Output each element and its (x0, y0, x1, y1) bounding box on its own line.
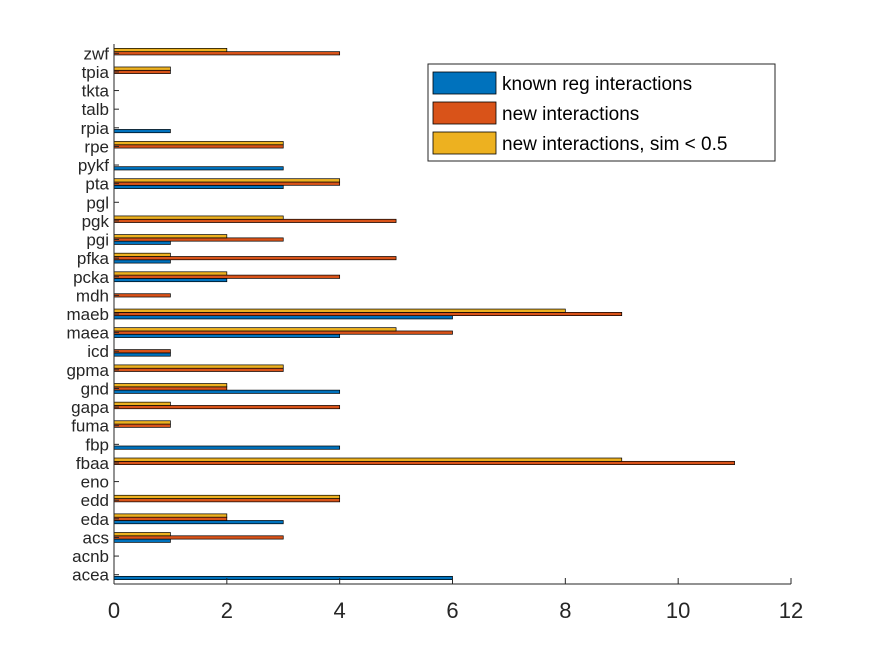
legend-label-1: known reg interactions (502, 74, 692, 95)
y-tick-label-gnd: gnd (81, 379, 109, 398)
bar-pcka-series-1 (113, 278, 228, 283)
bar-rpe-series-3 (113, 141, 284, 146)
bar-maeb-series-1 (113, 315, 453, 320)
bar-fuma-series-3 (113, 420, 171, 425)
y-tick-label-gpma: gpma (66, 361, 109, 380)
y-tick-label-pykf: pykf (78, 156, 109, 175)
legend-swatch-1 (432, 71, 497, 95)
y-tick-label-maeb: maeb (66, 305, 109, 324)
bar-maeb-series-3 (113, 308, 566, 313)
y-tick-label-pcka: pcka (73, 268, 109, 287)
y-tick-label-tpia: tpia (82, 63, 110, 82)
bar-pta-series-1 (113, 184, 284, 189)
y-tick-label-mdh: mdh (76, 286, 109, 305)
x-tick-label-0: 0 (108, 598, 120, 623)
bar-pgi-series-3 (113, 234, 228, 239)
bar-eda-series-3 (113, 513, 228, 518)
bar-tpia-series-3 (113, 66, 171, 71)
bar-rpe-series-2 (113, 144, 284, 149)
bars-layer (113, 48, 735, 580)
bar-rpia-series-1 (113, 129, 171, 134)
legend-label-2: new interactions (502, 104, 639, 125)
y-tick-label-fbaa: fbaa (76, 454, 110, 473)
legend-swatch-2 (432, 101, 497, 125)
bar-acea-series-1 (113, 575, 453, 580)
x-tick-label-10: 10 (666, 598, 690, 623)
bar-pcka-series-2 (113, 274, 341, 279)
bar-fbp-series-1 (113, 445, 341, 450)
bar-acs-series-2 (113, 535, 284, 540)
y-tick-label-pfka: pfka (77, 249, 110, 268)
bar-zwf-series-2 (113, 51, 341, 56)
bar-gnd-series-3 (113, 383, 228, 388)
bar-gapa-series-3 (113, 401, 171, 406)
y-tick-label-pgk: pgk (82, 212, 110, 231)
bar-icd-series-1 (113, 352, 171, 357)
y-tick-label-gapa: gapa (71, 398, 109, 417)
bar-pta-series-2 (113, 181, 341, 186)
x-tick-label-2: 2 (221, 598, 233, 623)
y-tick-label-edd: edd (81, 491, 109, 510)
y-tick-label-rpe: rpe (84, 137, 109, 156)
y-tick-label-fbp: fbp (85, 435, 109, 454)
bar-icd-series-2 (113, 349, 171, 354)
bar-maeb-series-2 (113, 312, 623, 317)
y-tick-label-acs: acs (83, 528, 109, 547)
bar-edd-series-3 (113, 494, 341, 499)
bar-pfka-series-3 (113, 252, 171, 257)
legend-swatch-3 (432, 131, 497, 155)
bar-maea-series-3 (113, 327, 397, 332)
bar-fuma-series-2 (113, 423, 171, 428)
bar-pgi-series-2 (113, 237, 284, 242)
y-tick-label-maea: maea (66, 324, 109, 343)
bar-gpma-series-2 (113, 367, 284, 372)
bar-pgk-series-2 (113, 218, 397, 223)
y-tick-label-fuma: fuma (71, 417, 109, 436)
y-tick-label-icd: icd (87, 342, 109, 361)
y-tick-label-tkta: tkta (82, 82, 110, 101)
y-tick-label-pgi: pgi (86, 231, 109, 250)
bar-gnd-series-1 (113, 389, 341, 394)
bar-acs-series-1 (113, 538, 171, 543)
bar-pykf-series-1 (113, 166, 284, 171)
x-tick-label-4: 4 (334, 598, 346, 623)
y-tick-label-eda: eda (81, 510, 110, 529)
bar-pfka-series-2 (113, 256, 397, 261)
y-tick-label-eno: eno (81, 473, 109, 492)
legend: known reg interactions new interactions ne… (427, 63, 776, 162)
bar-acs-series-3 (113, 532, 171, 537)
bar-gpma-series-3 (113, 364, 284, 369)
bar-pgi-series-1 (113, 240, 171, 245)
y-tick-label-zwf: zwf (84, 44, 110, 63)
y-tick-labels: aceaacnbacsedaeddenofbaafbpfumagapagndgp… (66, 44, 119, 585)
y-tick-label-acnb: acnb (72, 547, 109, 566)
bar-maea-series-1 (113, 333, 341, 338)
bar-pfka-series-1 (113, 259, 171, 264)
x-tick-label-6: 6 (446, 598, 458, 623)
x-tick-label-12: 12 (779, 598, 803, 623)
bar-zwf-series-3 (113, 48, 228, 53)
bar-pgk-series-3 (113, 215, 284, 220)
bar-edd-series-2 (113, 498, 341, 503)
bar-mdh-series-2 (113, 293, 171, 298)
y-tick-label-acea: acea (72, 566, 109, 585)
bar-fbaa-series-2 (113, 460, 735, 465)
y-tick-label-pgl: pgl (86, 193, 109, 212)
bar-pta-series-3 (113, 178, 341, 183)
bar-eda-series-2 (113, 516, 228, 521)
bar-eda-series-1 (113, 520, 284, 525)
x-tick-label-8: 8 (559, 598, 571, 623)
y-tick-label-rpia: rpia (81, 119, 110, 138)
y-tick-label-pta: pta (85, 175, 109, 194)
bar-tpia-series-2 (113, 69, 171, 74)
bar-maea-series-2 (113, 330, 453, 335)
y-tick-label-talb: talb (82, 100, 109, 119)
bar-gapa-series-2 (113, 405, 341, 410)
bar-pcka-series-3 (113, 271, 228, 276)
x-tick-labels: 0 2 4 6 8 10 12 (108, 578, 803, 623)
bar-gnd-series-2 (113, 386, 228, 391)
bar-fbaa-series-3 (113, 457, 623, 462)
legend-label-3: new interactions, sim < 0.5 (502, 134, 727, 155)
